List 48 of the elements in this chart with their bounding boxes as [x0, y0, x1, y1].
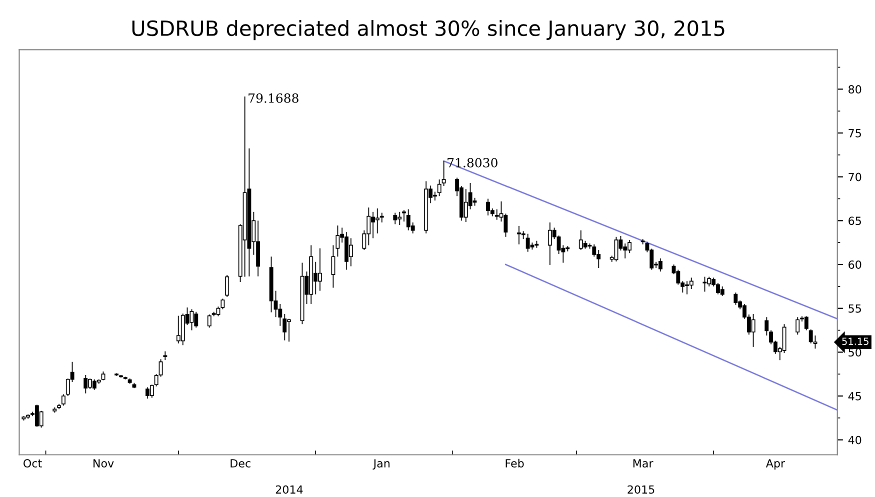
y-tick-label: 70: [848, 172, 862, 182]
x-tick-label: Mar: [633, 459, 654, 468]
x-tick-label: Oct: [24, 459, 42, 468]
y-tick-label: 80: [848, 85, 862, 94]
candlestick: [194, 311, 198, 328]
x-tick-label: Apr: [766, 459, 786, 470]
candlestick: [813, 334, 818, 350]
candlestick: [782, 324, 786, 354]
candlestick: [150, 384, 154, 398]
candlestick: [62, 394, 66, 406]
candlestick: [225, 274, 230, 298]
candlestick: [592, 244, 596, 258]
candlestick: [348, 238, 353, 267]
text: 51.15: [842, 338, 868, 345]
y-tick-label: 75: [848, 129, 861, 138]
text: 2015: [628, 485, 654, 494]
y-tick-label: 45: [848, 392, 861, 400]
candlestick: [804, 316, 808, 331]
candlestick: [282, 313, 287, 341]
x-tick-label: Jan: [372, 459, 390, 470]
y-tick-label: 60: [848, 260, 862, 269]
candlestick: [375, 208, 380, 234]
candlestick: [796, 316, 800, 336]
candlestick: [526, 233, 530, 252]
candlestick: [702, 276, 707, 292]
candlestick: [720, 286, 724, 297]
annotation: 71.8030: [448, 158, 498, 168]
candlestick: [84, 374, 88, 394]
candlestick: [380, 212, 384, 223]
candlestick: [207, 314, 212, 328]
candlestick: [614, 236, 618, 262]
candlestick: [402, 210, 406, 222]
text: 2014: [276, 485, 303, 494]
candlestick: [190, 308, 194, 331]
candlestick: [393, 212, 398, 225]
x-tick-label: Dec: [230, 459, 250, 468]
y-tick-label: 40: [848, 436, 862, 444]
chart-title: USDRUB depreciated almost 30% since January 30, 2015: [132, 20, 724, 40]
annotation: 79.1688: [248, 93, 298, 103]
candlestick: [751, 313, 756, 348]
candlestick: [689, 277, 694, 290]
y-tick-label: 65: [848, 216, 861, 226]
y-tick-label: 55: [848, 304, 861, 313]
x-tick-label: Nov: [94, 459, 114, 468]
candlestick: [494, 208, 499, 220]
x-tick-label: Feb: [506, 458, 524, 468]
candlestick: [764, 316, 769, 336]
candlestick: [734, 292, 738, 306]
